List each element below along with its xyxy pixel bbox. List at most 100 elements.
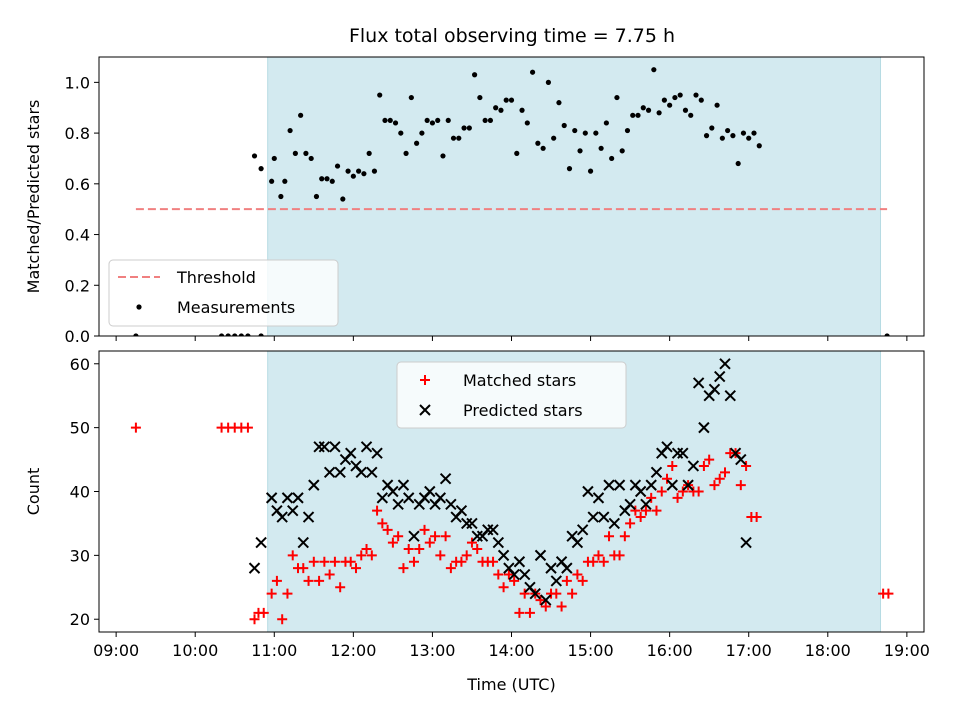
data-point bbox=[572, 127, 578, 134]
data-point bbox=[640, 498, 652, 510]
data-point bbox=[345, 447, 357, 459]
data-point bbox=[651, 505, 662, 516]
data-point bbox=[704, 454, 715, 465]
data-point bbox=[540, 601, 551, 612]
data-point bbox=[614, 550, 625, 561]
data-point bbox=[687, 460, 700, 472]
data-point bbox=[645, 107, 652, 113]
data-point bbox=[883, 588, 894, 599]
data-point bbox=[740, 130, 747, 136]
data-point bbox=[319, 556, 330, 567]
data-point bbox=[550, 575, 563, 587]
data-point bbox=[324, 176, 330, 182]
data-point bbox=[593, 550, 604, 561]
data-point bbox=[640, 505, 651, 516]
data-point bbox=[276, 511, 288, 523]
data-point bbox=[366, 550, 377, 561]
data-point bbox=[371, 168, 378, 174]
data-point bbox=[445, 117, 451, 124]
data-point bbox=[402, 492, 415, 504]
legend-predicted-swatch bbox=[419, 404, 431, 416]
data-point bbox=[345, 556, 356, 567]
panel-ratio: 0.0 0.2 0.4 0.6 0.8 1.0 Matched/Predicted star… bbox=[24, 56, 925, 346]
data-point bbox=[667, 102, 673, 108]
data-point bbox=[698, 97, 704, 103]
data-point bbox=[382, 524, 393, 535]
data-point bbox=[360, 441, 373, 453]
data-point bbox=[372, 505, 383, 516]
data-point bbox=[714, 102, 720, 108]
data-point bbox=[693, 486, 704, 497]
data-point bbox=[356, 550, 367, 561]
data-point bbox=[366, 150, 372, 156]
y-tick-label: 0.4 bbox=[65, 226, 90, 245]
data-point bbox=[265, 492, 278, 504]
data-point bbox=[488, 556, 499, 567]
data-point bbox=[751, 130, 757, 136]
data-point bbox=[493, 569, 504, 580]
data-point bbox=[392, 498, 404, 510]
data-point bbox=[287, 504, 299, 517]
panel-counts: 09:00 10:00 11:00 12:00 13:00 14:00 15:00 16:00… bbox=[24, 350, 930, 694]
data-point bbox=[461, 550, 472, 561]
data-point bbox=[509, 575, 520, 586]
data-point bbox=[603, 479, 615, 491]
data-point bbox=[508, 97, 515, 103]
data-point bbox=[487, 117, 494, 124]
data-point bbox=[524, 120, 530, 126]
data-point bbox=[661, 97, 667, 103]
data-point bbox=[429, 120, 436, 126]
data-point bbox=[329, 556, 340, 567]
data-point bbox=[498, 582, 509, 593]
series-measurements bbox=[133, 67, 890, 336]
data-point bbox=[232, 333, 238, 336]
x-tick-label: 11:00 bbox=[251, 641, 297, 660]
data-point bbox=[603, 120, 609, 126]
legend-matched-label: Matched stars bbox=[463, 371, 576, 390]
data-point bbox=[466, 537, 477, 548]
data-point bbox=[440, 153, 446, 159]
data-point bbox=[302, 511, 315, 523]
data-point bbox=[329, 441, 341, 453]
data-point bbox=[672, 94, 678, 101]
x-tick-label: 14:00 bbox=[488, 641, 534, 660]
data-point bbox=[604, 531, 615, 542]
y-tick-label: 30 bbox=[70, 546, 90, 565]
data-point bbox=[593, 130, 599, 136]
data-point bbox=[677, 447, 689, 459]
data-point bbox=[287, 127, 293, 134]
y-axis-label: Matched/Predicted stars bbox=[24, 100, 43, 294]
data-point bbox=[656, 486, 667, 497]
data-point bbox=[258, 166, 264, 172]
data-point bbox=[693, 92, 699, 98]
data-point bbox=[303, 150, 309, 156]
data-point bbox=[292, 492, 304, 504]
data-point bbox=[251, 153, 258, 159]
data-point bbox=[271, 575, 282, 586]
data-point bbox=[303, 575, 314, 586]
figure-title: Flux total observing time = 7.75 h bbox=[349, 25, 675, 47]
data-point bbox=[324, 569, 335, 580]
data-point bbox=[667, 460, 678, 471]
data-point bbox=[282, 178, 288, 184]
data-point bbox=[258, 607, 269, 618]
data-point bbox=[497, 549, 510, 562]
data-point bbox=[677, 92, 683, 98]
data-point bbox=[471, 72, 478, 78]
data-point bbox=[503, 569, 514, 580]
x-tick-label: 15:00 bbox=[568, 641, 614, 660]
data-point bbox=[503, 97, 509, 103]
data-point bbox=[319, 176, 325, 182]
data-point bbox=[450, 135, 457, 141]
y-tick-label: 1.0 bbox=[65, 73, 90, 92]
data-point bbox=[524, 607, 535, 618]
legend-measurements-swatch bbox=[136, 304, 142, 310]
legend-matched-swatch bbox=[420, 375, 430, 385]
data-point bbox=[613, 479, 626, 491]
legend: Matched stars Predicted stars bbox=[396, 361, 627, 429]
data-point bbox=[624, 498, 636, 510]
data-point bbox=[376, 492, 389, 504]
data-point bbox=[277, 614, 288, 625]
data-point bbox=[576, 524, 589, 536]
